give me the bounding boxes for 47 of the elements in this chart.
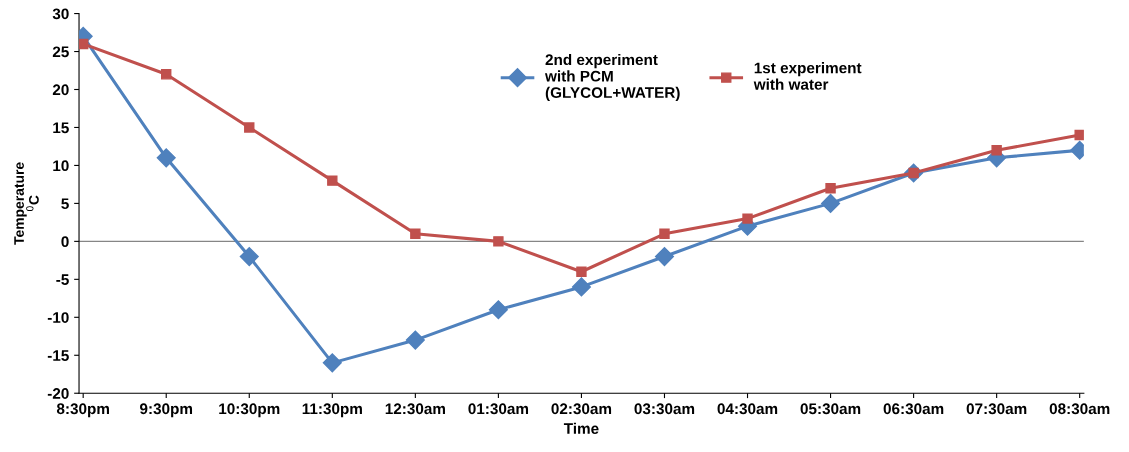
point [659,228,670,239]
point [244,122,255,133]
x-tick-label: 03:30am [634,403,695,415]
y-tick-label: -20 [47,388,69,399]
x-tick-label: 12:30am [385,403,445,415]
x-axis-title: Time [563,422,599,434]
point [493,236,504,247]
x-tick-label: 08:30am [1049,403,1110,415]
point [571,277,591,297]
point [1074,129,1084,141]
x-tick-label: 05:30am [800,403,861,415]
y-tick-label: -5 [56,274,69,286]
y-tick-label: 5 [61,198,69,210]
point [821,193,841,213]
y-tick-label: 30 [52,8,69,20]
legend-label: 1st experiment with water [753,62,862,90]
x-tick-label: 11:30pm [302,403,362,418]
x-tick-label: 02:30am [551,403,612,415]
x-tick-label: 07:30am [966,403,1027,415]
y-tick-label: 15 [53,122,69,134]
y-axis-title: Temperature $^{0}$C [14,162,39,245]
point [742,213,753,224]
y-tick-label: 0 [61,236,69,248]
x-tick-label: 04:30am [717,403,778,415]
x-tick-label: 01:30am [468,403,529,415]
y-tick-label: -10 [47,312,69,323]
point [488,300,508,320]
point [156,148,176,168]
point [654,247,675,267]
x-tick-label: 9:30pm [140,403,193,418]
y-tick-label: 20 [52,84,69,96]
x-tick-label: 06:30am [883,403,944,415]
point [825,183,836,194]
y-tick-label: -15 [47,350,69,361]
point [327,175,338,186]
point [322,353,342,373]
point [161,69,172,80]
point [991,145,1002,156]
x-tick-label: 10:30pm [219,403,280,418]
point [239,247,259,267]
y-tick-label: 25 [52,46,69,58]
point [405,330,425,350]
y-tick-label: 10 [53,160,69,172]
legend-label: 2nd experiment with PCM (GLYCOL+WATER) [544,53,680,102]
point [576,266,587,277]
x-tick-label: 8:30pm [56,403,109,418]
point [410,228,421,239]
